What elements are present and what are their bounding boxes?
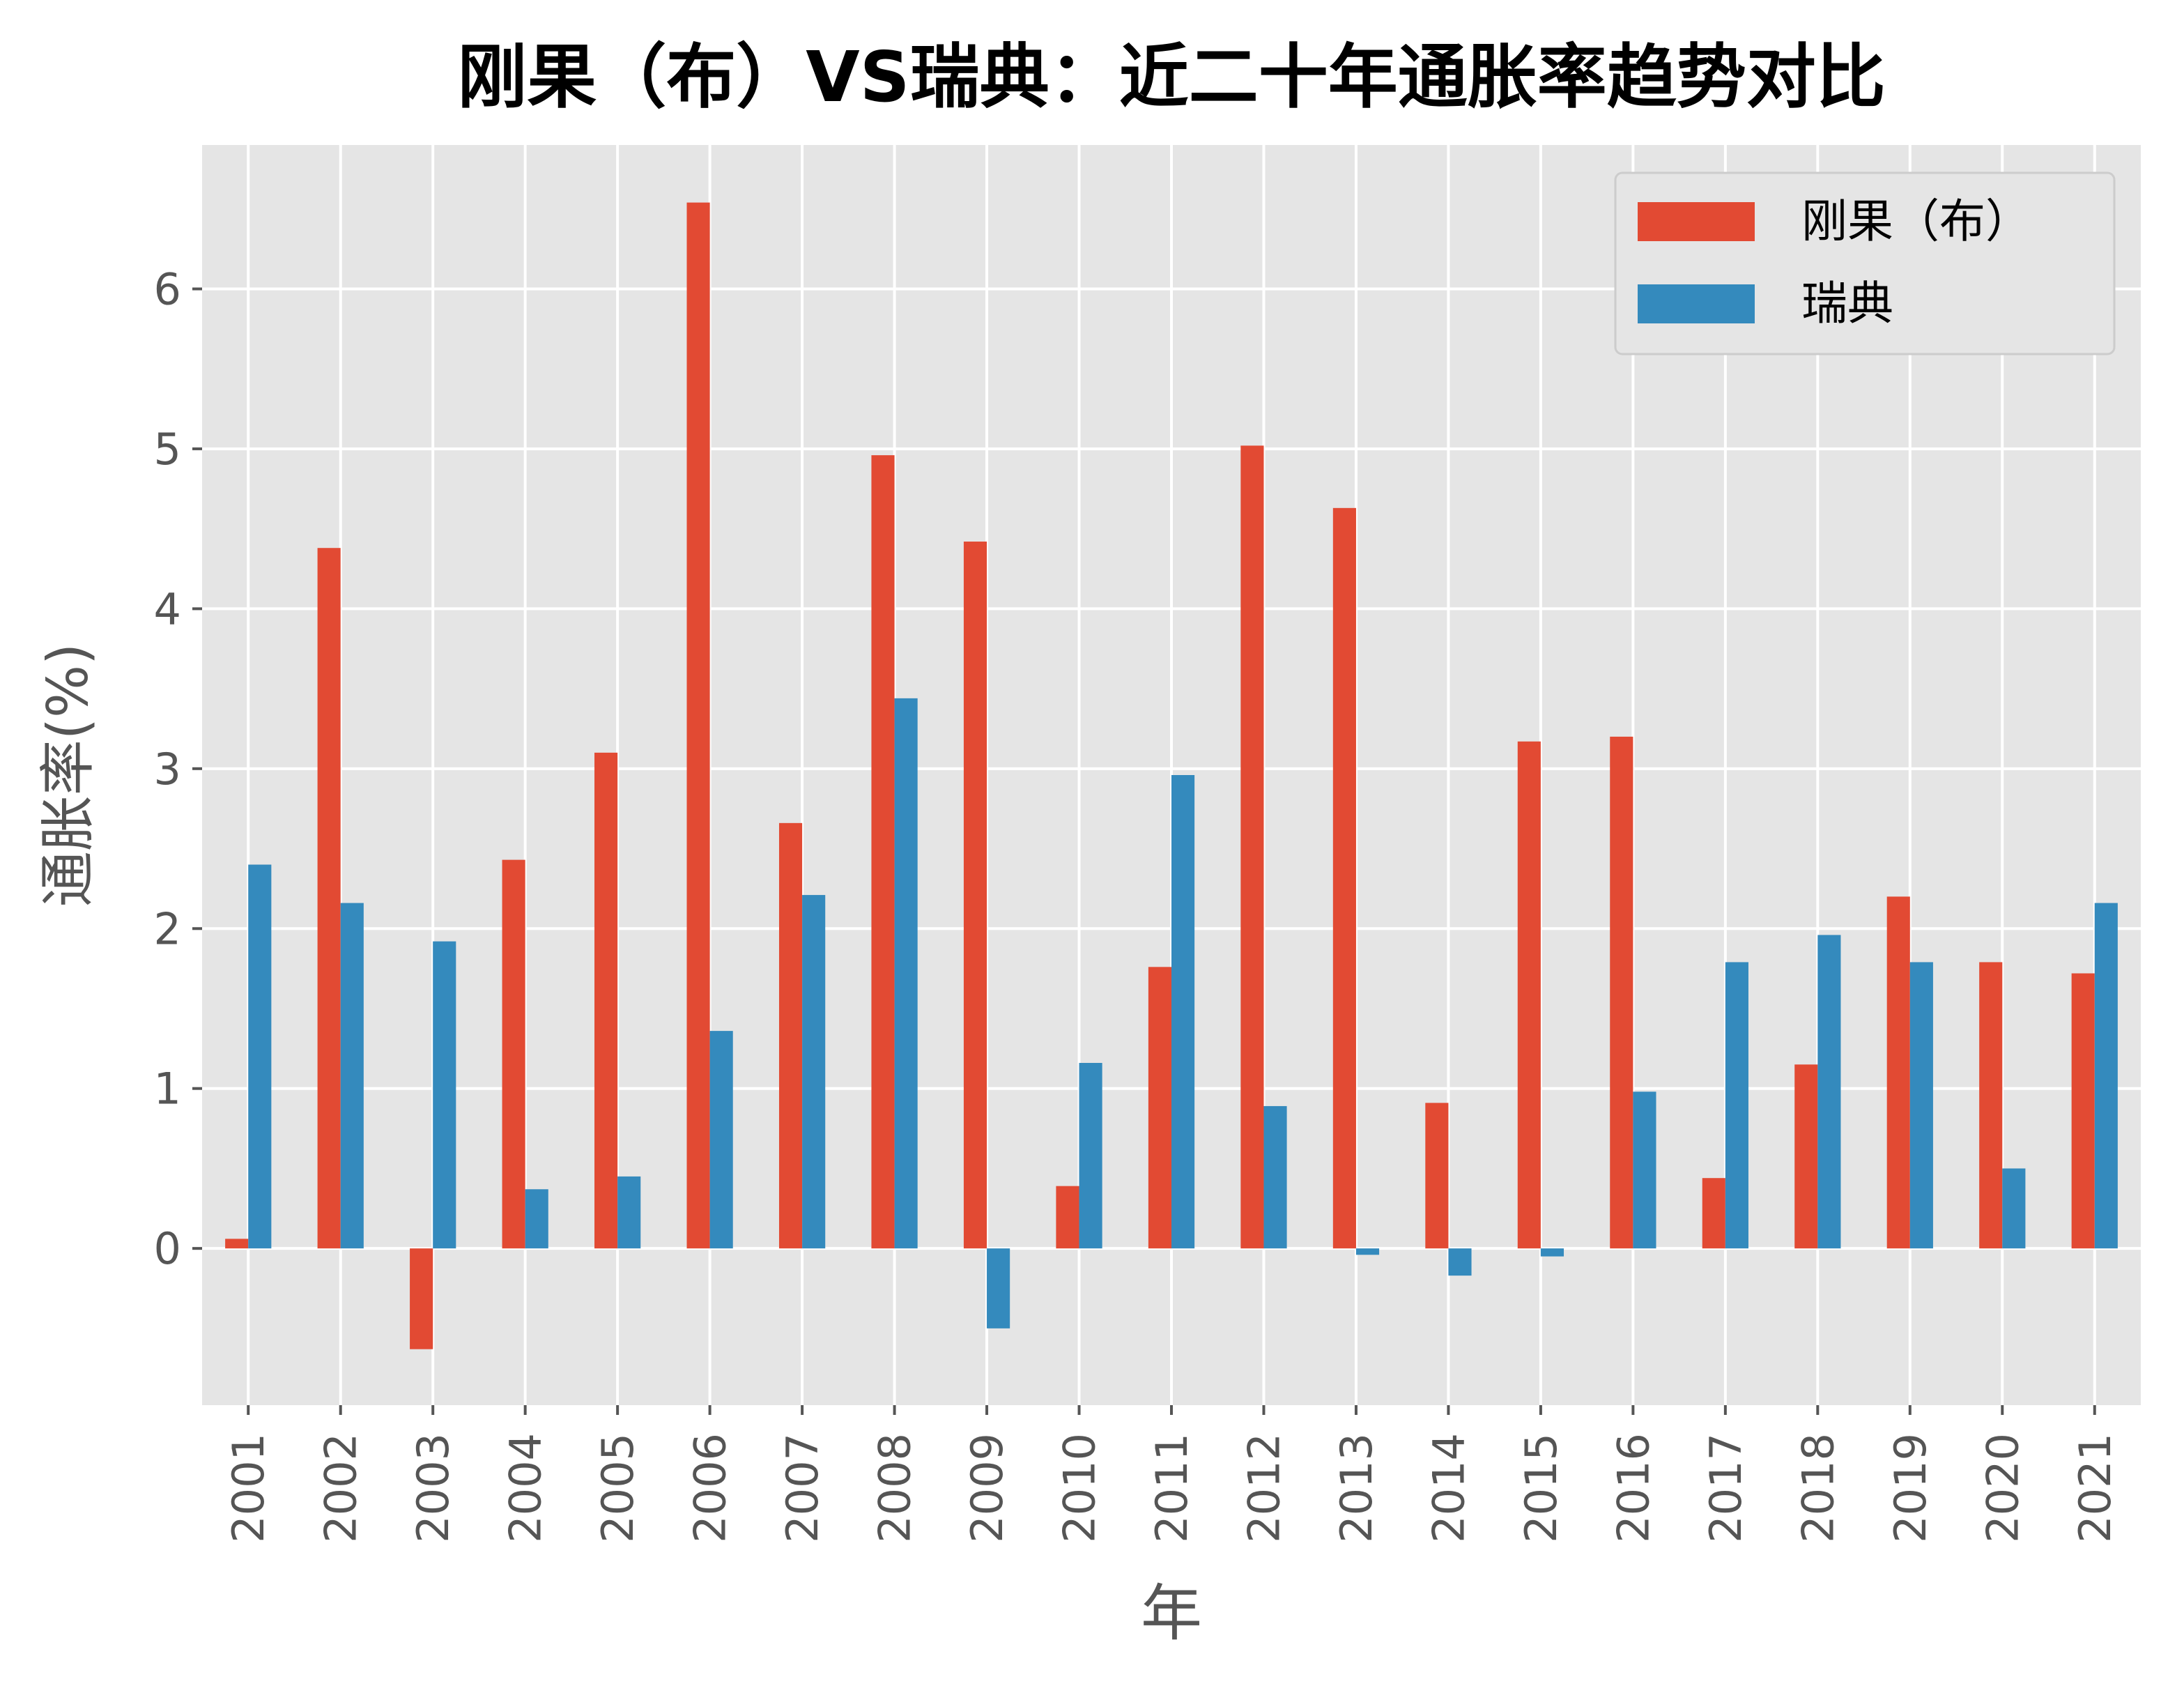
- bars: [225, 202, 2118, 1349]
- bar-congo-2007: [778, 822, 803, 1249]
- bar-sweden-2017: [1725, 962, 1748, 1249]
- x-tick-label: 2012: [1238, 1433, 1289, 1543]
- bar-sweden-2001: [248, 864, 272, 1249]
- bar-congo-2011: [1148, 967, 1171, 1249]
- legend-label-sweden: 瑞典: [1801, 277, 1893, 330]
- bar-congo-2005: [594, 752, 618, 1249]
- bar-sweden-2013: [1355, 1248, 1380, 1255]
- bar-sweden-2014: [1448, 1248, 1472, 1276]
- x-tick-label: 2008: [870, 1433, 921, 1543]
- y-tick-label: 4: [154, 583, 181, 634]
- bar-sweden-2019: [1909, 962, 1933, 1249]
- bar-congo-2014: [1425, 1103, 1449, 1249]
- x-tick-label: 2009: [962, 1433, 1013, 1543]
- bar-sweden-2020: [2002, 1168, 2026, 1249]
- bar-sweden-2009: [987, 1248, 1010, 1328]
- y-tick-label: 3: [154, 744, 181, 795]
- x-tick-label: 2017: [1700, 1433, 1751, 1543]
- bar-congo-2012: [1240, 445, 1264, 1249]
- y-tick-label: 6: [154, 263, 181, 314]
- legend-label-congo: 刚果（布）: [1801, 194, 2031, 248]
- bar-sweden-2021: [2094, 903, 2118, 1249]
- x-tick-label: 2019: [1885, 1433, 1936, 1543]
- bar-sweden-2015: [1540, 1248, 1564, 1257]
- legend-swatch-sweden: [1638, 284, 1755, 323]
- legend-swatch-congo: [1638, 202, 1755, 241]
- y-axis-label: 通胀率(%): [36, 643, 100, 907]
- y-tick-label: 2: [154, 903, 181, 954]
- bar-congo-2004: [502, 859, 525, 1249]
- y-tick-label: 5: [154, 424, 181, 475]
- bar-congo-2020: [1979, 962, 2003, 1249]
- axes: 0 1 2 3 4 5 6 2001 2002 2003 2004 2005 2006 2007 2008 2…: [154, 263, 2121, 1542]
- bar-congo-2015: [1517, 741, 1541, 1249]
- x-tick-label: 2001: [223, 1433, 274, 1543]
- bar-sweden-2016: [1633, 1091, 1656, 1249]
- bar-sweden-2004: [525, 1189, 548, 1249]
- x-tick-label: 2003: [408, 1433, 459, 1543]
- bar-congo-2018: [1794, 1064, 1818, 1249]
- x-tick-label: 2002: [316, 1433, 367, 1543]
- bar-congo-2021: [2071, 973, 2095, 1249]
- bar-sweden-2010: [1079, 1062, 1102, 1249]
- bar-congo-2009: [963, 542, 987, 1249]
- chart-title: 刚果（布）VS瑞典：近二十年通胀率趋势对比: [457, 36, 1885, 118]
- x-tick-label: 2021: [2070, 1433, 2121, 1543]
- x-tick-label: 2018: [1792, 1433, 1843, 1543]
- y-tick-label: 1: [154, 1064, 181, 1114]
- bar-congo-2013: [1332, 507, 1356, 1249]
- x-tick-label: 2011: [1146, 1433, 1197, 1543]
- bar-congo-2010: [1056, 1186, 1079, 1249]
- bar-sweden-2012: [1263, 1105, 1287, 1249]
- x-tick-label: 2010: [1054, 1433, 1105, 1543]
- bar-congo-2008: [871, 455, 895, 1249]
- legend: 刚果（布） 瑞典: [1614, 171, 2116, 355]
- bar-sweden-2006: [709, 1031, 733, 1249]
- x-tick-label: 2006: [685, 1433, 736, 1543]
- bar-congo-2001: [225, 1239, 249, 1249]
- bar-sweden-2008: [894, 698, 918, 1249]
- bar-sweden-2003: [433, 941, 456, 1249]
- bar-congo-2017: [1702, 1178, 1725, 1249]
- bar-congo-2019: [1886, 896, 1910, 1249]
- x-tick-label: 2014: [1423, 1433, 1474, 1543]
- bar-congo-2003: [410, 1248, 433, 1349]
- x-axis-label: 年: [1141, 1577, 1202, 1649]
- x-tick-label: 2004: [500, 1433, 551, 1543]
- x-tick-label: 2020: [1977, 1433, 2028, 1543]
- bar-sweden-2005: [617, 1176, 641, 1249]
- x-tick-label: 2013: [1331, 1433, 1382, 1543]
- x-tick-label: 2016: [1608, 1433, 1659, 1543]
- bar-sweden-2018: [1817, 935, 1841, 1249]
- bar-sweden-2011: [1171, 775, 1195, 1249]
- bar-sweden-2002: [340, 903, 364, 1249]
- x-tick-label: 2005: [592, 1433, 643, 1543]
- bar-congo-2002: [317, 548, 341, 1249]
- x-tick-label: 2007: [777, 1433, 828, 1543]
- x-tick-label: 2015: [1516, 1433, 1567, 1543]
- bar-sweden-2007: [802, 895, 826, 1249]
- bar-congo-2006: [686, 202, 710, 1249]
- bar-congo-2016: [1610, 736, 1633, 1249]
- y-tick-label: 0: [154, 1223, 181, 1274]
